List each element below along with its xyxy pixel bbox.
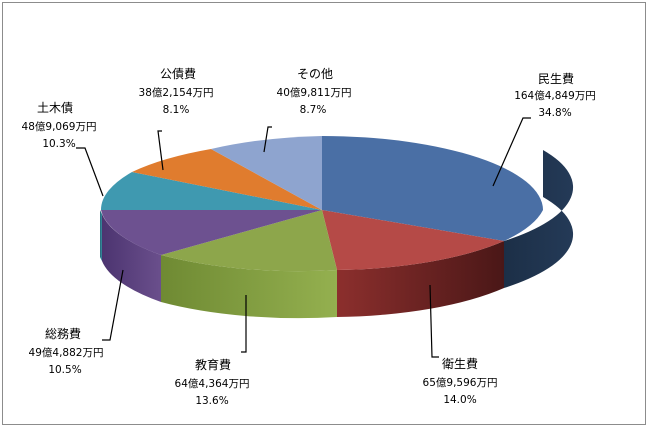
label-somu-amount: 49億4,882万円	[29, 346, 104, 359]
slice-side-doboku	[100, 210, 102, 261]
leader-kyoiku	[241, 295, 247, 353]
label-kosai-name: 公債費	[160, 66, 196, 81]
label-eisei-amount: 65億9,596万円	[423, 376, 498, 389]
label-sonota-amount: 40億9,811万円	[277, 86, 352, 99]
label-eisei-percent: 14.0%	[443, 394, 476, 406]
slice-doboku	[100, 172, 323, 210]
label-somu-percent: 10.5%	[48, 364, 81, 376]
label-sonota: その他 40億9,811万円 8.7%	[277, 67, 352, 116]
slice-side-kyoiku	[161, 255, 337, 319]
slice-sonota	[211, 136, 322, 210]
label-kyoiku-percent: 13.6%	[195, 395, 228, 407]
slice-minsei	[322, 136, 543, 241]
leader-somu	[102, 269, 124, 341]
label-kyoiku-name: 教育費	[195, 357, 231, 372]
leader-kosai	[157, 130, 164, 171]
label-kosai-amount: 38億2,154万円	[139, 86, 214, 99]
label-kyoiku: 教育費 64億4,364万円 13.6%	[175, 357, 250, 407]
label-sonota-percent: 8.7%	[300, 104, 327, 116]
label-doboku: 土木債 48億9,069万円 10.3%	[22, 100, 97, 150]
label-minsei-percent: 34.8%	[538, 107, 571, 119]
label-doboku-name: 土木債	[37, 100, 73, 115]
label-kosai: 公債費 38億2,154万円 8.1%	[139, 66, 214, 116]
label-minsei-amount: 164億4,849万円	[514, 89, 596, 102]
slice-somu	[101, 210, 322, 255]
leader-eisei	[429, 284, 439, 358]
slice-eisei	[322, 210, 504, 270]
label-kosai-percent: 8.1%	[163, 104, 190, 116]
slice-side-eisei	[337, 241, 504, 317]
leader-sonota	[263, 126, 272, 153]
label-sonota-name: その他	[297, 67, 333, 81]
label-doboku-percent: 10.3%	[42, 138, 75, 150]
label-somu: 総務費 49億4,882万円 10.5%	[29, 326, 104, 376]
slice-kosai	[132, 149, 322, 210]
slice-side-somu	[102, 214, 161, 302]
label-minsei-name: 民生費	[538, 71, 574, 86]
leader-minsei	[492, 117, 531, 187]
label-eisei-name: 衛生費	[442, 356, 478, 371]
slice-kyoiku	[161, 210, 337, 272]
label-somu-name: 総務費	[45, 326, 81, 341]
label-minsei: 民生費 164億4,849万円 34.8%	[514, 71, 596, 119]
label-kyoiku-amount: 64億4,364万円	[175, 377, 250, 390]
slice-side-minsei	[504, 150, 574, 288]
label-eisei: 衛生費 65億9,596万円 14.0%	[423, 356, 498, 406]
leader-doboku	[76, 147, 104, 197]
label-doboku-amount: 48億9,069万円	[22, 120, 97, 133]
